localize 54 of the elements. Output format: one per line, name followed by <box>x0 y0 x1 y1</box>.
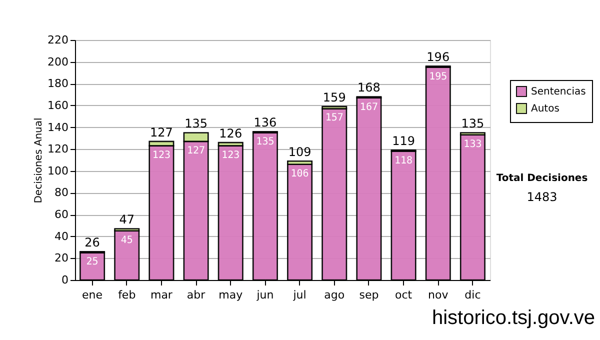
y-axis-title: Decisiones Anual <box>34 118 45 204</box>
total-label: 26 <box>84 236 100 250</box>
data-label: 195 <box>429 71 448 82</box>
data-label: 123 <box>152 150 170 161</box>
y-tick-label: 80 <box>54 186 68 200</box>
total-label: 109 <box>288 145 312 160</box>
x-tick-label: jul <box>292 288 306 302</box>
data-label: 167 <box>360 102 378 113</box>
total-label: 127 <box>150 125 173 140</box>
data-label: 127 <box>187 145 206 156</box>
x-tick-label: dic <box>464 288 481 302</box>
data-label: 123 <box>222 150 240 161</box>
legend-label: Sentencias <box>531 86 586 98</box>
text: historico.tsj.gov.ve <box>432 307 595 329</box>
total-label: 135 <box>184 116 208 131</box>
data-label: 135 <box>256 136 274 148</box>
y-tick-label: 120 <box>48 142 68 156</box>
total-label: 168 <box>358 80 380 95</box>
total-label: 136 <box>254 116 277 130</box>
total-label: 126 <box>219 126 242 141</box>
total-label: 159 <box>322 90 346 105</box>
x-tick-label: oct <box>394 288 413 302</box>
x-tick-label: nov <box>428 288 449 302</box>
data-label: 118 <box>394 155 413 166</box>
total-label: 196 <box>426 50 450 64</box>
x-tick-label: sep <box>359 288 379 302</box>
y-tick-label: 20 <box>54 252 68 265</box>
y-tick-label: 220 <box>48 34 68 46</box>
x-tick-label: mar <box>150 288 173 302</box>
text: Total Decisiones <box>496 173 588 184</box>
x-tick-label: feb <box>118 288 136 302</box>
total-label: 47 <box>119 212 135 227</box>
data-label: 133 <box>464 138 482 150</box>
x-tick-label: ago <box>324 288 345 302</box>
x-tick-label: may <box>218 288 244 302</box>
data-label: 106 <box>290 168 309 180</box>
data-label: 157 <box>325 112 344 124</box>
y-tick-label: 140 <box>48 120 68 134</box>
x-tick-label: ene <box>82 288 103 302</box>
y-tick-label: 180 <box>48 77 68 90</box>
total-label: 119 <box>392 134 415 148</box>
y-tick-label: 160 <box>48 98 68 112</box>
y-tick-label: 0 <box>62 274 68 286</box>
total-label: 135 <box>461 116 484 131</box>
data-label: 45 <box>120 234 133 246</box>
y-tick-label: 60 <box>54 208 68 222</box>
x-tick-label: jun <box>256 288 274 302</box>
y-tick-label: 100 <box>48 164 68 178</box>
data-label: 25 <box>86 256 98 268</box>
y-tick-label: 40 <box>54 230 68 243</box>
y-tick-label: 200 <box>48 55 68 68</box>
text: 1483 <box>526 190 558 204</box>
x-tick-label: abr <box>186 288 206 302</box>
legend-label: Autos <box>531 104 560 114</box>
